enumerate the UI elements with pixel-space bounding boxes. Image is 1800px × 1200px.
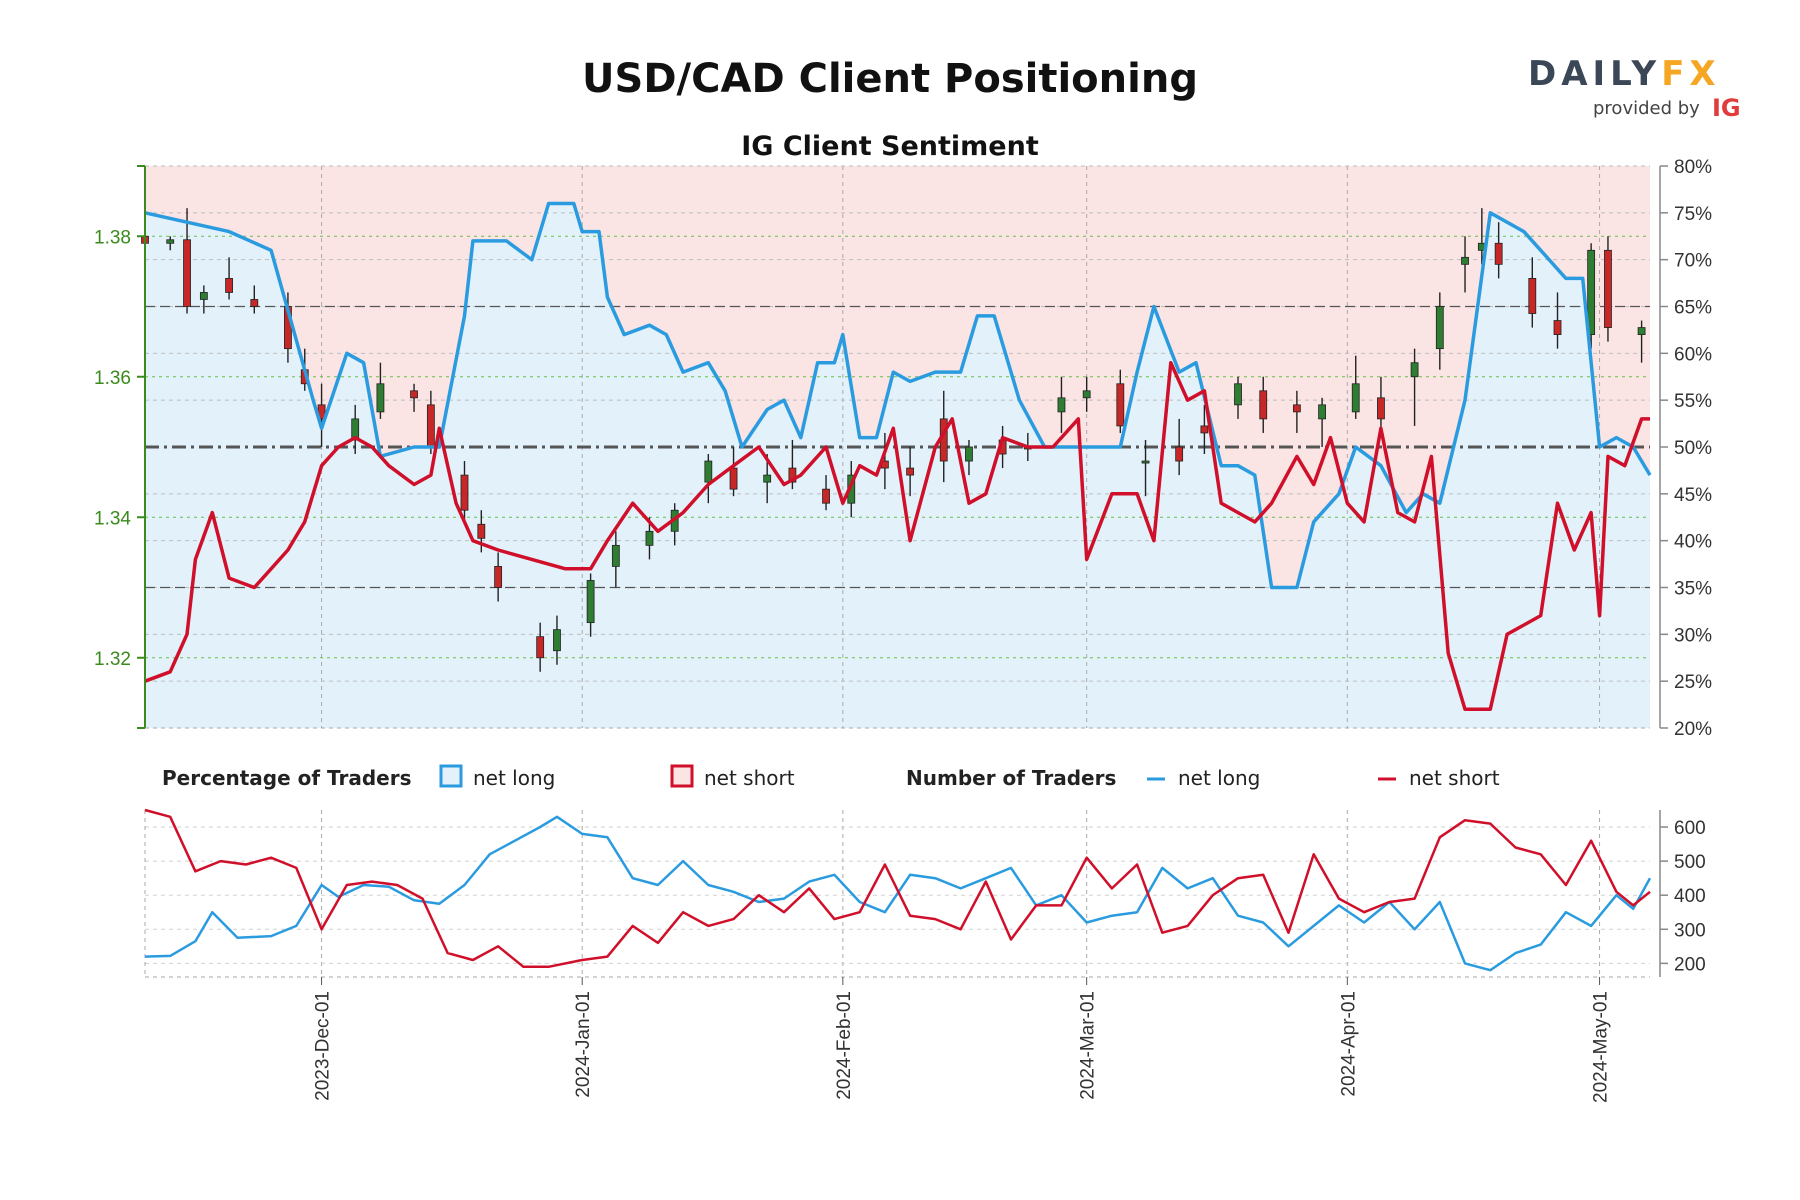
candle-body (763, 474, 772, 483)
logo-brand-a: DAILY (1528, 54, 1661, 94)
candle-body (704, 460, 713, 483)
legend-num-long: net long (1178, 766, 1260, 790)
candle-body (645, 530, 654, 546)
price-sentiment-panel: 1.32 1.34 1.36 1.38 20% 25% 30% 35% 40% 45% 50% 55%… (94, 157, 1712, 740)
logo-brand-b: FX (1661, 54, 1720, 94)
candle-body (1175, 446, 1184, 462)
num-net-short-line (144, 808, 1651, 969)
candle-body (351, 418, 360, 441)
legend-pct-short: net short (704, 766, 795, 790)
date-axis: 2023-Dec-01 2024-Jan-01 2024-Feb-01 2024-Ma… (313, 977, 1612, 1103)
candle-body (1604, 249, 1612, 328)
legend: Percentage of Traders net long net short… (162, 764, 1500, 790)
candle-body (199, 292, 208, 300)
candle-body (166, 239, 175, 244)
pct-tick-label: 25% (1674, 672, 1712, 693)
candle-body (822, 488, 830, 504)
candle-body (225, 277, 233, 293)
date-tick-label: 2024-Mar-01 (1078, 991, 1099, 1100)
candle-body (1082, 390, 1091, 399)
candle-body (1637, 327, 1646, 336)
candle-body (494, 566, 503, 588)
count-tick-label: 600 (1674, 818, 1706, 839)
candle-body (1318, 404, 1326, 420)
chart-title: USD/CAD Client Positioning (582, 56, 1198, 102)
candle-body (1528, 277, 1537, 314)
candle-body (426, 404, 435, 448)
candle-body (460, 474, 469, 511)
candle-body (729, 467, 738, 490)
count-tick-label: 400 (1674, 886, 1706, 907)
num-net-long-line (144, 815, 1652, 972)
candle-body (611, 544, 620, 567)
candle-body (1377, 397, 1385, 420)
pct-tick-label: 75% (1674, 204, 1712, 225)
legend-pct-long-swatch (439, 764, 463, 788)
date-tick-label: 2024-Feb-01 (834, 991, 855, 1100)
candle-body (1410, 362, 1419, 378)
date-tick-label: 2024-Apr-01 (1338, 991, 1359, 1097)
trader-count-panel: 200 300 400 500 600 (144, 808, 1706, 978)
pct-tick-label: 40% (1674, 532, 1712, 553)
candle-body (1116, 383, 1125, 427)
pct-tick-label: 60% (1674, 344, 1712, 365)
candle-body (906, 467, 915, 476)
candle-body (1553, 320, 1562, 335)
candle-body (536, 636, 545, 659)
candle-body (1587, 249, 1596, 336)
legend-pct-short-swatch (670, 764, 694, 788)
candle-body (1234, 383, 1242, 406)
price-tick-label: 1.38 (94, 227, 131, 248)
logo-ig: IG (1712, 94, 1741, 122)
price-tick-label: 1.34 (94, 508, 131, 529)
legend-pct-long: net long (473, 766, 555, 790)
candle-body (410, 390, 418, 399)
candle-body (1292, 404, 1301, 413)
candle-body (1200, 425, 1209, 434)
candle-body (477, 523, 486, 539)
candle-body (250, 299, 259, 307)
candle-body (788, 467, 797, 483)
candle-body (376, 383, 385, 413)
net-short-pct-line (144, 360, 1650, 712)
legend-num-heading: Number of Traders (906, 766, 1116, 790)
candle-body (1494, 242, 1503, 265)
date-tick-label: 2024-Jan-01 (573, 991, 594, 1098)
date-tick-label: 2023-Dec-01 (313, 991, 334, 1101)
candle-body (1141, 460, 1150, 464)
candle-body (1351, 383, 1360, 413)
pct-tick-label: 80% (1674, 157, 1712, 178)
pct-tick-label: 50% (1674, 438, 1712, 459)
candle-body (1057, 397, 1066, 413)
candle-body (1461, 256, 1469, 265)
candle-body (1435, 306, 1444, 350)
dailyfx-logo: DAILYFX provided by IG (1528, 54, 1741, 122)
pct-tick-label: 35% (1674, 579, 1712, 600)
count-tick-label: 200 (1674, 954, 1706, 975)
net-long-pct-line (144, 201, 1652, 590)
pct-tick-label: 30% (1674, 625, 1712, 646)
legend-num-short: net short (1409, 766, 1500, 790)
pct-tick-label: 70% (1674, 251, 1712, 272)
price-tick-label: 1.36 (94, 368, 131, 389)
chart-subtitle: IG Client Sentiment (741, 131, 1039, 162)
candle-body (183, 239, 191, 307)
candle-body (965, 446, 973, 462)
legend-pct-heading: Percentage of Traders (162, 766, 412, 790)
logo-provided: provided by (1593, 98, 1700, 119)
svg-text:DAILYFX: DAILYFX (1528, 54, 1721, 94)
price-tick-label: 1.32 (94, 649, 131, 670)
count-tick-label: 300 (1674, 920, 1706, 941)
candle-body (1259, 390, 1268, 420)
pct-tick-label: 65% (1674, 298, 1712, 319)
pct-tick-label: 55% (1674, 391, 1712, 412)
candle-body (586, 580, 595, 624)
date-tick-label: 2024-May-01 (1591, 991, 1612, 1103)
count-tick-label: 500 (1674, 852, 1706, 873)
candle-body (553, 629, 561, 652)
pct-tick-label: 45% (1674, 485, 1712, 506)
pct-tick-label: 20% (1674, 719, 1712, 740)
